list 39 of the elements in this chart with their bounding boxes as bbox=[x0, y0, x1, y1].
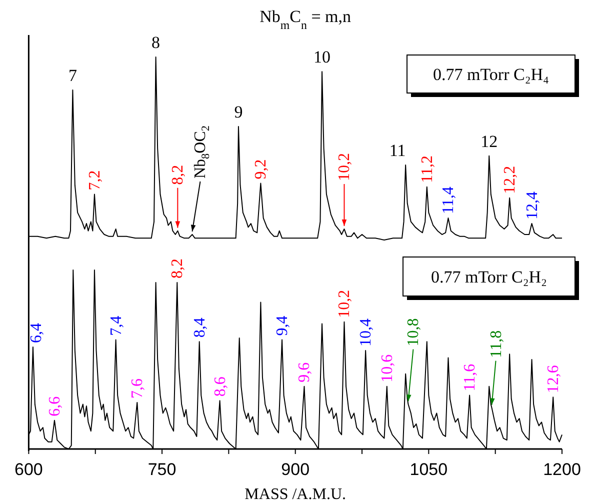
chart-title: Nb$_{m}$C$_{n}$ = m,n bbox=[260, 7, 352, 32]
annotation: 8,2 bbox=[168, 258, 186, 279]
annotation: 10 bbox=[314, 48, 331, 67]
annotation: 9,2 bbox=[252, 159, 270, 180]
annotation: 7,6 bbox=[128, 378, 146, 398]
annotation: 12,6 bbox=[544, 365, 562, 394]
annotation: 10,2 bbox=[336, 153, 353, 182]
x-tick-label: 1200 bbox=[543, 460, 581, 479]
annotation: 10,8 bbox=[404, 318, 422, 346]
annotation: 11,2 bbox=[418, 156, 436, 183]
annotation: 6,4 bbox=[27, 322, 44, 343]
annotation: 12,2 bbox=[501, 166, 518, 194]
annotation: 6,6 bbox=[46, 396, 63, 416]
annotation: 7 bbox=[68, 66, 78, 85]
annotation: 9,4 bbox=[274, 316, 291, 336]
annotation: 10,2 bbox=[336, 290, 353, 318]
annotation: 12,4 bbox=[523, 192, 540, 220]
annotation: 11 bbox=[389, 140, 406, 160]
x-tick-label: 600 bbox=[14, 460, 43, 479]
text: 0.77 mTorr C₂H₄ bbox=[433, 65, 550, 84]
x-tick-label: 750 bbox=[148, 460, 176, 479]
x-tick-label: 900 bbox=[281, 460, 310, 479]
annotation: 7,2 bbox=[86, 170, 103, 190]
text: 0.77 mTorr C₂H₂ bbox=[431, 268, 547, 286]
annotation: 12 bbox=[480, 132, 498, 151]
annotation: 8,2 bbox=[169, 164, 186, 185]
annotation: 9 bbox=[234, 102, 243, 122]
x-tick-label: 1050 bbox=[410, 460, 448, 479]
annotation: 8,6 bbox=[211, 376, 228, 397]
annotation: 11,6 bbox=[461, 364, 478, 392]
annotation: 9,6 bbox=[296, 362, 313, 382]
annotation: 11,8 bbox=[487, 330, 504, 358]
annotation: 10,4 bbox=[357, 318, 374, 347]
x-axis-title: MASS /A.M.U. bbox=[244, 486, 346, 502]
annotation: 11,4 bbox=[440, 186, 457, 214]
annotation: 7,4 bbox=[107, 316, 124, 336]
annotation: 8,4 bbox=[190, 318, 208, 338]
annotation: 10,6 bbox=[378, 354, 396, 382]
annotation: 8 bbox=[152, 33, 160, 52]
